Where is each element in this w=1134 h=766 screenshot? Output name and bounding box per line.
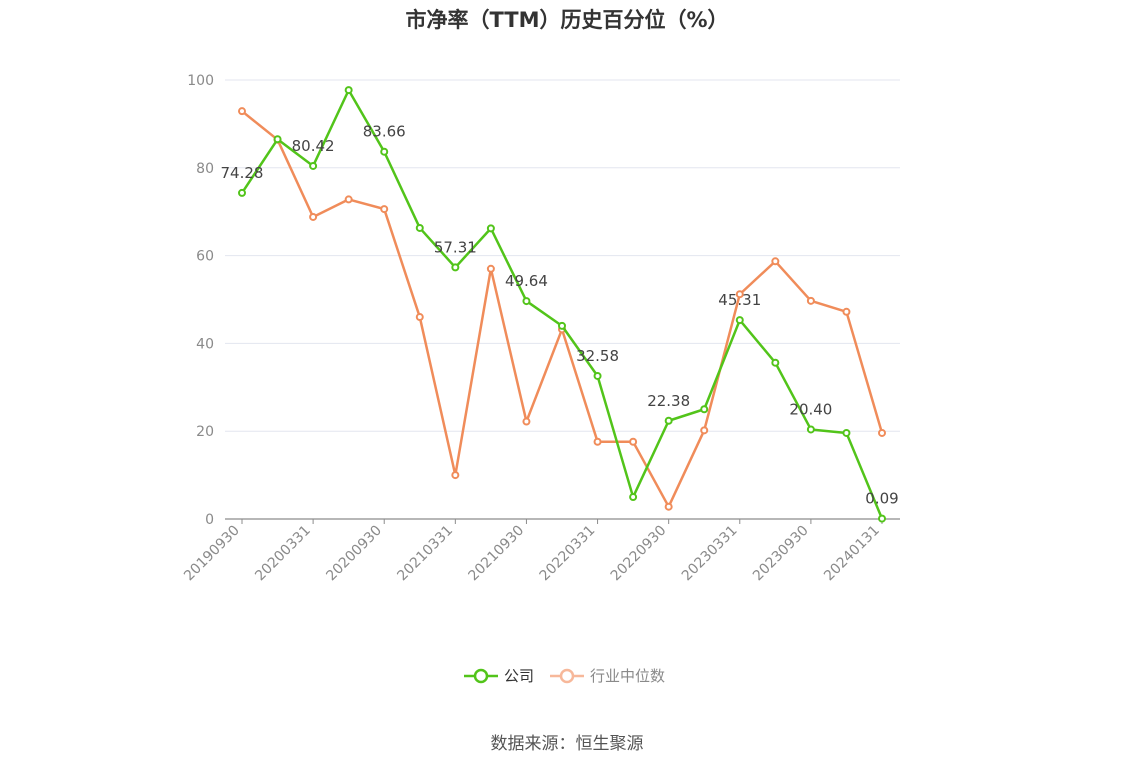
data-point <box>522 297 531 306</box>
x-tick-label: 20210331 <box>394 523 456 585</box>
y-tick-label: 20 <box>196 424 214 440</box>
data-point <box>380 205 389 214</box>
data-point <box>771 358 780 367</box>
data-point <box>629 493 638 502</box>
data-point <box>700 426 709 435</box>
data-point <box>806 425 815 434</box>
data-point <box>415 313 424 322</box>
legend-label: 公司 <box>504 667 534 685</box>
data-point <box>486 224 495 233</box>
data-label: 20.40 <box>789 400 832 418</box>
data-point <box>593 371 602 380</box>
data-point <box>486 264 495 273</box>
data-point <box>878 514 886 523</box>
y-tick-label: 100 <box>187 73 214 89</box>
source-note: 数据来源：恒生聚源 <box>490 734 644 754</box>
data-label: 57.31 <box>434 238 477 256</box>
y-tick-label: 80 <box>196 161 214 177</box>
data-labels: 74.28 80.42 83.66 57.31 49.64 32.58 22.38 45.31… <box>221 123 899 508</box>
data-point <box>664 416 673 425</box>
x-tick-label: 20230331 <box>679 523 741 585</box>
data-label: 45.31 <box>718 291 761 309</box>
data-point <box>238 107 246 116</box>
data-point <box>664 502 673 511</box>
y-tick-label: 0 <box>205 512 214 528</box>
data-point <box>238 188 246 197</box>
y-tick-label: 40 <box>196 336 214 352</box>
data-point <box>380 147 389 156</box>
data-label: 22.38 <box>647 392 690 410</box>
grid-lines <box>225 79 900 432</box>
legend-marker <box>559 668 575 684</box>
data-point <box>806 296 815 305</box>
x-tick-label: 20220930 <box>608 523 670 585</box>
data-point <box>344 86 353 95</box>
data-point <box>842 307 851 316</box>
data-point <box>415 223 424 232</box>
data-point <box>451 471 460 480</box>
x-tick-label: 20200930 <box>323 523 385 585</box>
legend[interactable]: 公司 行业中位数 <box>464 667 665 685</box>
data-label: 80.42 <box>292 137 335 155</box>
data-point <box>558 321 566 330</box>
x-tick-label: 20240131 <box>821 523 883 585</box>
data-label: 83.66 <box>363 123 406 141</box>
chart-title: 市净率（TTM）历史百分位（%） <box>405 8 729 32</box>
data-point <box>309 212 318 221</box>
data-point <box>735 316 744 325</box>
data-point <box>700 405 709 414</box>
y-tick-label: 60 <box>196 249 214 265</box>
data-point <box>735 290 744 299</box>
series-line-industry <box>241 110 884 508</box>
data-point <box>771 257 780 266</box>
data-point <box>522 417 531 426</box>
x-tick-label: 20210930 <box>466 523 528 585</box>
data-point <box>629 437 638 446</box>
data-point <box>878 428 886 437</box>
data-point <box>273 135 282 144</box>
data-point <box>344 195 353 204</box>
data-label: 0.09 <box>865 490 898 508</box>
legend-item-industry[interactable]: 行业中位数 <box>550 667 665 685</box>
legend-item-company[interactable]: 公司 <box>464 667 534 685</box>
data-point <box>842 428 851 437</box>
x-tick-label: 20220331 <box>537 523 599 585</box>
x-tick-label: 20190930 <box>181 523 243 585</box>
x-tick-label: 20230930 <box>750 523 812 585</box>
data-label: 32.58 <box>576 347 619 365</box>
legend-marker <box>473 668 489 684</box>
data-label: 49.64 <box>505 272 548 290</box>
data-label: 74.28 <box>221 164 264 182</box>
data-point <box>593 437 602 446</box>
series-lines <box>238 86 886 523</box>
data-point <box>309 161 318 170</box>
series-line-company <box>240 88 884 520</box>
data-point <box>451 263 460 272</box>
legend-label: 行业中位数 <box>590 667 665 685</box>
x-tick-label: 20200331 <box>252 523 314 585</box>
